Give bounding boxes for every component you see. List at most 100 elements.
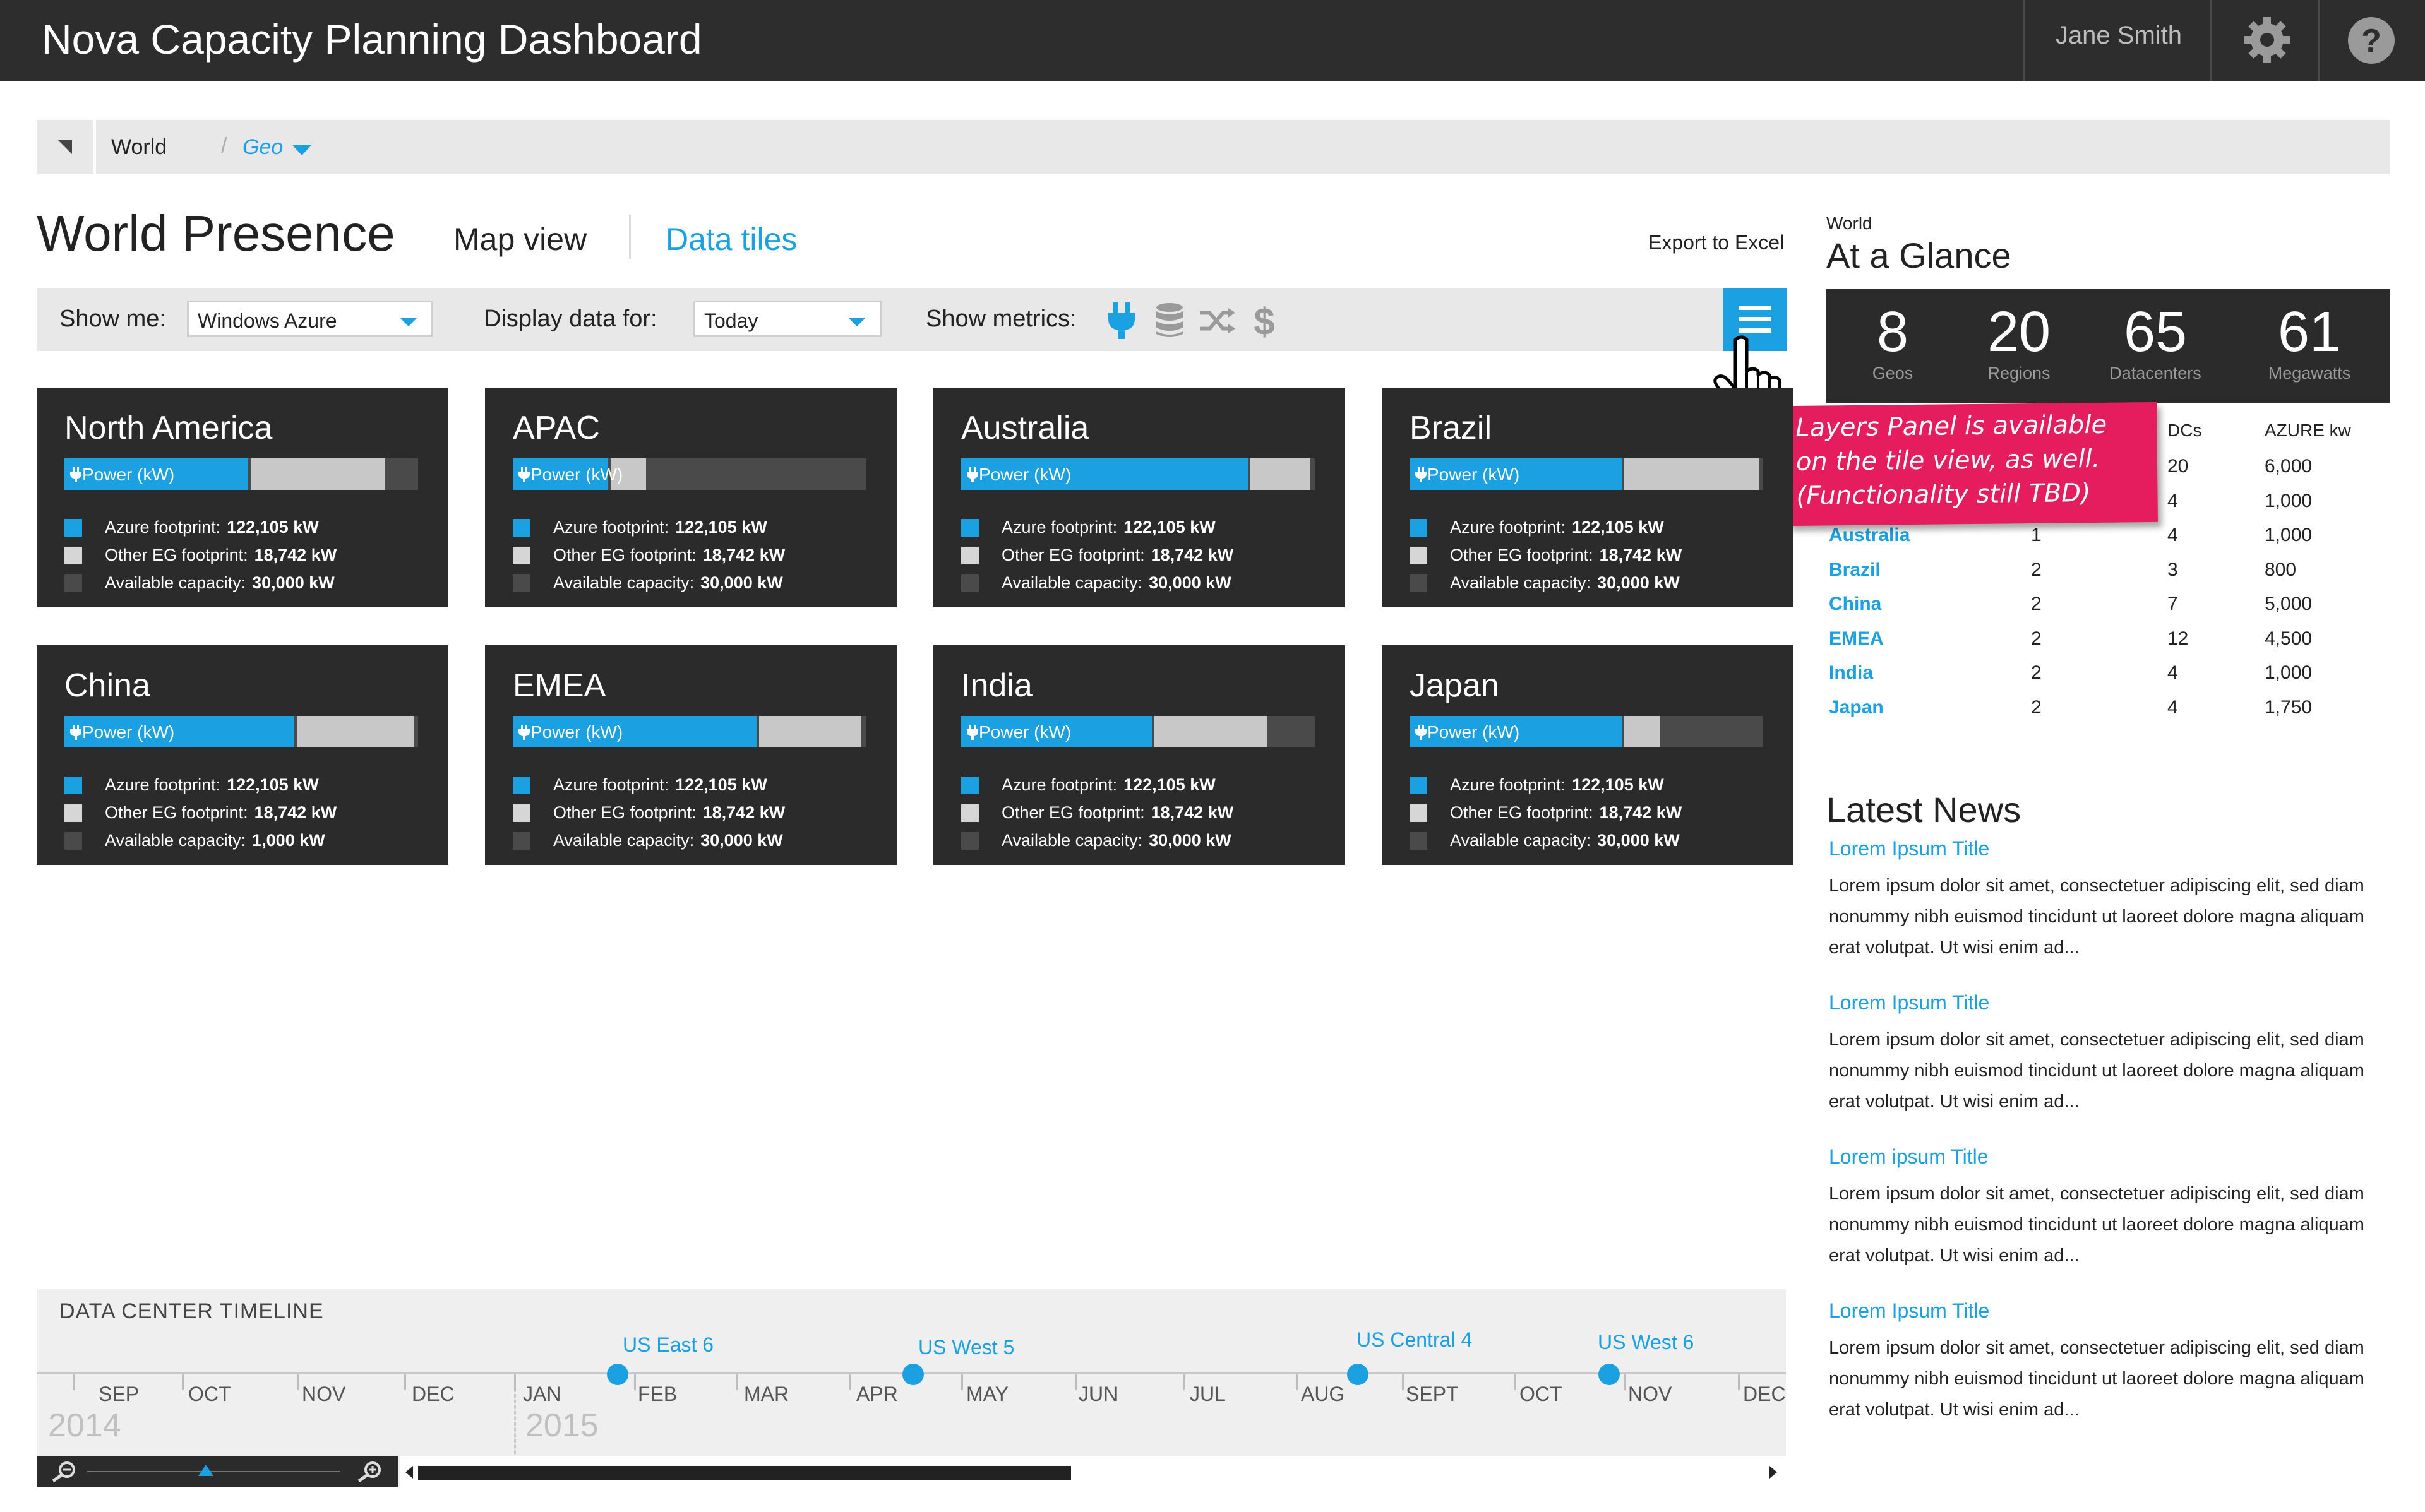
- shuffle-icon[interactable]: [1199, 302, 1236, 340]
- legend-value: 1,000 kW: [252, 831, 325, 850]
- legend-swatch: [961, 776, 979, 794]
- database-icon[interactable]: [1151, 302, 1189, 340]
- annotation-callout: Layers Panel is available on the tile vi…: [1787, 402, 2158, 527]
- year-divider: [514, 1383, 516, 1471]
- zoom-out-icon[interactable]: [49, 1461, 78, 1484]
- tab-data-tiles[interactable]: Data tiles: [666, 222, 798, 257]
- menu-icon: [1739, 306, 1771, 333]
- geo-link[interactable]: China: [1829, 593, 1882, 614]
- legend-azure: Azure footprint: 122,105 kW: [961, 775, 1216, 795]
- breadcrumb-separator: /: [221, 134, 227, 158]
- legend-swatch: [64, 546, 82, 564]
- legend-swatch: [1410, 574, 1427, 592]
- data-tile[interactable]: India Power (kW) Azure footprint: 122,105 k…: [933, 645, 1345, 865]
- timeline-tick: [182, 1374, 184, 1390]
- timeline-month: APR: [856, 1383, 898, 1405]
- chevron-down-icon[interactable]: [292, 145, 311, 155]
- tile-title: Australia: [961, 410, 1089, 446]
- legend-other: Other EG footprint: 18,742 kW: [64, 803, 337, 823]
- legend-value: 18,742 kW: [254, 803, 337, 822]
- legend-azure: Azure footprint: 122,105 kW: [1410, 518, 1664, 537]
- dollar-icon[interactable]: $: [1245, 302, 1283, 340]
- user-name[interactable]: Jane Smith: [2055, 21, 2182, 49]
- breadcrumb-geo[interactable]: Geo: [242, 135, 284, 159]
- data-tile[interactable]: Japan Power (kW) Azure footprint: 122,105 k…: [1382, 645, 1793, 865]
- data-tile[interactable]: APAC Power (kW) Azure footprint: 122,105 kW…: [485, 388, 897, 607]
- legend-swatch: [64, 776, 82, 794]
- azure-kw-value: 1,000: [2265, 490, 2313, 511]
- timeline-event-label[interactable]: US Central 4: [1356, 1328, 1473, 1351]
- news-item-title[interactable]: Lorem Ipsum Title: [1829, 837, 1990, 860]
- news-title: Latest News: [1826, 790, 2021, 830]
- tile-title: China: [64, 667, 150, 704]
- timeline-event-label[interactable]: US East 6: [623, 1333, 714, 1356]
- legend-label: Azure footprint:: [1450, 518, 1566, 537]
- azure-kw-value: 6,000: [2265, 456, 2313, 477]
- legend-available: Available capacity: 30,000 kW: [513, 573, 783, 593]
- legend-label: Other EG footprint:: [1002, 803, 1145, 822]
- plug-icon[interactable]: [1103, 302, 1141, 340]
- legend-label: Available capacity:: [1450, 831, 1591, 850]
- news-item-title[interactable]: Lorem Ipsum Title: [1829, 991, 1990, 1014]
- zoom-in-icon[interactable]: [355, 1461, 384, 1484]
- timeline-event-marker[interactable]: [1598, 1364, 1620, 1385]
- breadcrumb-world[interactable]: World: [111, 135, 167, 159]
- plug-icon: [70, 725, 81, 740]
- legend-other: Other EG footprint: 18,742 kW: [513, 545, 785, 565]
- timeline-zoom-control[interactable]: [37, 1456, 398, 1487]
- timeline-month: OCT: [1519, 1383, 1562, 1405]
- timeline-event-label[interactable]: US West 5: [918, 1336, 1015, 1359]
- regions-value: 2: [2031, 559, 2042, 580]
- power-bar-label: Power (kW): [518, 465, 623, 485]
- legend-swatch: [961, 546, 979, 564]
- legend-label: Other EG footprint:: [1002, 545, 1145, 564]
- settings-button[interactable]: [2242, 11, 2292, 68]
- legend-label: Azure footprint:: [1002, 518, 1118, 537]
- legend-value: 122,105 kW: [675, 775, 767, 794]
- power-bar: Power (kW): [961, 716, 1315, 747]
- data-tile[interactable]: North America Power (kW) Azure footprint: 1…: [37, 388, 448, 607]
- timeline-tick: [1738, 1374, 1740, 1390]
- regions-value: 1: [2031, 525, 2042, 545]
- power-bar: Power (kW): [961, 458, 1315, 490]
- news-item-title[interactable]: Lorem ipsum Title: [1829, 1145, 1989, 1168]
- geo-link[interactable]: EMEA: [1829, 628, 1884, 649]
- tab-map-view[interactable]: Map view: [453, 222, 587, 257]
- legend-label: Azure footprint:: [105, 518, 221, 537]
- export-excel-link[interactable]: Export to Excel: [1648, 231, 1785, 254]
- legend-swatch: [513, 574, 530, 592]
- data-tile[interactable]: Brazil Power (kW) Azure footprint: 122,105 …: [1382, 388, 1793, 607]
- other-segment: [1154, 716, 1267, 747]
- stat-value: 65: [2123, 301, 2188, 364]
- timeline-month: DEC: [412, 1383, 455, 1405]
- legend-swatch: [961, 831, 979, 850]
- layers-panel-button[interactable]: [1723, 288, 1787, 351]
- geo-link[interactable]: Australia: [1829, 525, 1910, 545]
- show-me-select[interactable]: Windows Azure: [187, 301, 433, 337]
- header-divider: [2210, 0, 2212, 81]
- stat-label: Geos: [1872, 364, 1913, 383]
- scrollbar-thumb[interactable]: [418, 1466, 1071, 1480]
- data-tile[interactable]: Australia Power (kW) Azure footprint: 122,1…: [933, 388, 1345, 607]
- geo-link[interactable]: Japan: [1829, 696, 1884, 718]
- geo-link[interactable]: India: [1829, 662, 1874, 683]
- news-item: Lorem Ipsum Title Lorem ipsum dolor sit a…: [1829, 837, 2391, 963]
- scroll-right-icon[interactable]: [1768, 1465, 1778, 1480]
- data-tile[interactable]: EMEA Power (kW) Azure footprint: 122,105 kW…: [485, 645, 897, 865]
- display-for-select[interactable]: Today: [693, 301, 882, 337]
- collapse-button[interactable]: [37, 120, 96, 174]
- timeline-event-marker[interactable]: [1347, 1364, 1368, 1385]
- zoom-slider-handle[interactable]: [197, 1463, 215, 1477]
- timeline-event-marker[interactable]: [902, 1364, 924, 1385]
- legend-label: Available capacity:: [1002, 831, 1143, 850]
- data-tile[interactable]: China Power (kW) Azure footprint: 122,105 k…: [37, 645, 448, 865]
- timeline-event-label[interactable]: US West 6: [1598, 1331, 1694, 1354]
- news-item-title[interactable]: Lorem Ipsum Title: [1829, 1299, 1990, 1322]
- timeline-month: OCT: [188, 1383, 231, 1405]
- geo-link[interactable]: Brazil: [1829, 559, 1881, 580]
- power-bar: Power (kW): [1410, 716, 1763, 747]
- help-button[interactable]: ?: [2346, 14, 2397, 67]
- stat-value: 8: [1876, 301, 1909, 364]
- timeline-event-marker[interactable]: [607, 1364, 628, 1385]
- scroll-left-icon[interactable]: [404, 1465, 414, 1480]
